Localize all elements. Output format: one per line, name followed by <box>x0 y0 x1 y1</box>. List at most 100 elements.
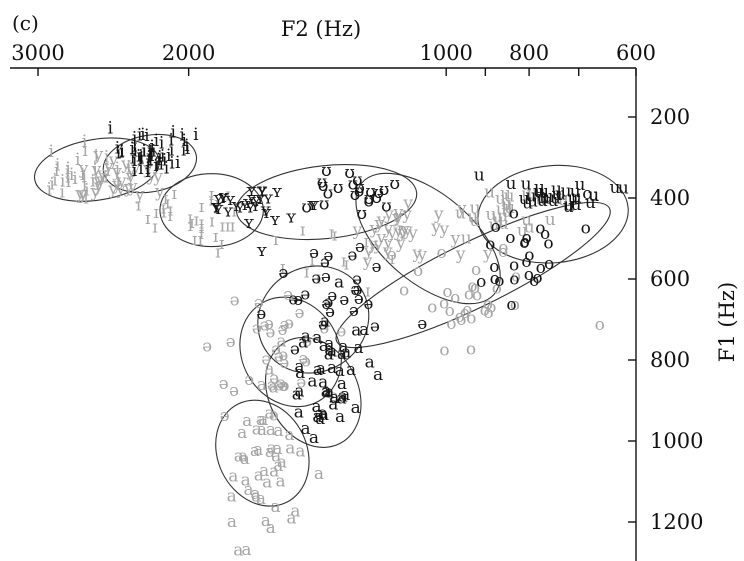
vowel-token: i <box>92 161 98 181</box>
vowel-token: u <box>455 203 466 223</box>
vowel-token: ɪ <box>172 184 178 204</box>
vowel-token: u <box>588 185 599 205</box>
vowel-token: i <box>140 125 146 145</box>
vowel-token: ʏ <box>263 189 274 209</box>
vowel-token: a <box>354 338 364 358</box>
vowel-token: ə <box>327 286 337 306</box>
vowel-token: o <box>522 228 532 248</box>
vowel-token: a <box>250 441 260 461</box>
vowel-token: a <box>286 509 296 529</box>
vowel-token: ʊ <box>352 170 363 190</box>
vowel-token: ə <box>309 243 319 263</box>
vowel-token: a <box>261 511 271 531</box>
vowel-token: i <box>171 123 177 143</box>
vowel-token: ə <box>329 387 339 407</box>
vowel-token: y <box>402 221 413 241</box>
vowel-token: i <box>52 171 58 191</box>
vowel-token: a <box>314 404 324 424</box>
vowel-token: ʏ <box>246 189 257 209</box>
vowel-token: i <box>184 136 190 156</box>
vowel-token: ɪ <box>231 202 237 222</box>
vowel-token: a <box>265 442 275 462</box>
vowel-token: a <box>251 484 261 504</box>
vowel-token: a <box>316 359 326 379</box>
vowel-token: o <box>399 281 409 301</box>
vowel-token: y <box>482 244 493 264</box>
vowel-token: i <box>116 144 122 164</box>
vowel-token: u <box>588 186 599 206</box>
vowel-token: a <box>324 383 334 403</box>
vowel-token: o <box>529 271 539 291</box>
vowel-token: ə <box>278 263 288 283</box>
vowel-token: u <box>609 178 620 198</box>
vowel-token: ʏ <box>271 182 282 202</box>
vowel-token: y <box>376 228 387 248</box>
vowel-token: i <box>90 172 96 192</box>
vowel-token: y <box>407 223 418 243</box>
vowel-token: i <box>130 149 136 169</box>
vowel-token: ə <box>283 285 293 305</box>
vowel-token: a <box>324 345 334 365</box>
vowel-token: ʏ <box>211 197 222 217</box>
vowel-token: i <box>75 150 81 170</box>
vowel-ellipse <box>239 296 342 408</box>
vowel-token: i <box>169 141 175 161</box>
vowel-token: y <box>111 175 122 195</box>
vowel-token: ʏ <box>250 196 261 216</box>
vowel-token: y <box>391 208 402 228</box>
vowel-token: u <box>493 211 504 231</box>
vowel-token: u <box>547 191 558 211</box>
vowel-token: y <box>450 229 461 249</box>
vowel-token: a <box>251 486 261 506</box>
vowel-token: o <box>464 285 474 305</box>
vowel-token: a <box>234 446 244 466</box>
vowel-token: a <box>264 359 274 379</box>
vowel-token: ɪ <box>389 249 395 269</box>
vowel-token: ɪ <box>145 209 151 229</box>
vowel-token: y <box>95 171 106 191</box>
vowel-token: ɪ <box>161 203 167 223</box>
vowel-token: i <box>145 152 151 172</box>
vowel-token: ə <box>220 406 230 426</box>
vowel-token: a <box>294 357 304 377</box>
vowel-token: o <box>476 272 486 292</box>
vowel-token: i <box>133 141 139 161</box>
vowel-token: ə <box>290 340 300 360</box>
vowel-token: o <box>491 217 501 237</box>
vowel-token: ɪ <box>280 258 286 278</box>
vowel-token: o <box>510 295 520 315</box>
vowel-token: ɪ <box>154 203 160 223</box>
vowel-token: ʏ <box>286 208 297 228</box>
vowel-token: y <box>367 234 378 254</box>
vowel-token: a <box>309 428 319 448</box>
vowel-token: ə <box>252 318 262 338</box>
vowel-token: i <box>54 161 60 181</box>
vowel-token: u <box>534 178 545 198</box>
vowel-token: y <box>93 176 104 196</box>
vowel-token: ɪ <box>136 195 142 215</box>
vowel-token: ə <box>350 280 360 300</box>
vowel-token: a <box>269 461 279 481</box>
vowel-token: ʏ <box>250 191 261 211</box>
vowel-token: a <box>359 320 369 340</box>
vowel-token: i <box>115 138 121 158</box>
vowel-token: ʏ <box>210 197 221 217</box>
vowel-token: ə <box>256 304 266 324</box>
vowel-token: a <box>365 353 375 373</box>
vowel-token: y <box>369 219 380 239</box>
vowel-token: ə <box>219 374 229 394</box>
vowel-token: ɪ <box>363 232 369 252</box>
vowel-token: a <box>273 456 283 476</box>
vowel-token: u <box>521 175 532 195</box>
vowel-token: y <box>96 165 107 185</box>
vowel-token: u <box>497 207 508 227</box>
vowel-token: y <box>362 251 373 271</box>
vowel-token: i <box>138 159 144 179</box>
vowel-token: ʏ <box>239 195 250 215</box>
vowel-token: y <box>401 204 412 224</box>
x-tick-label: 3000 <box>11 41 64 65</box>
vowel-token: o <box>543 233 553 253</box>
vowel-token: a <box>327 358 337 378</box>
vowel-token: a <box>284 425 294 445</box>
